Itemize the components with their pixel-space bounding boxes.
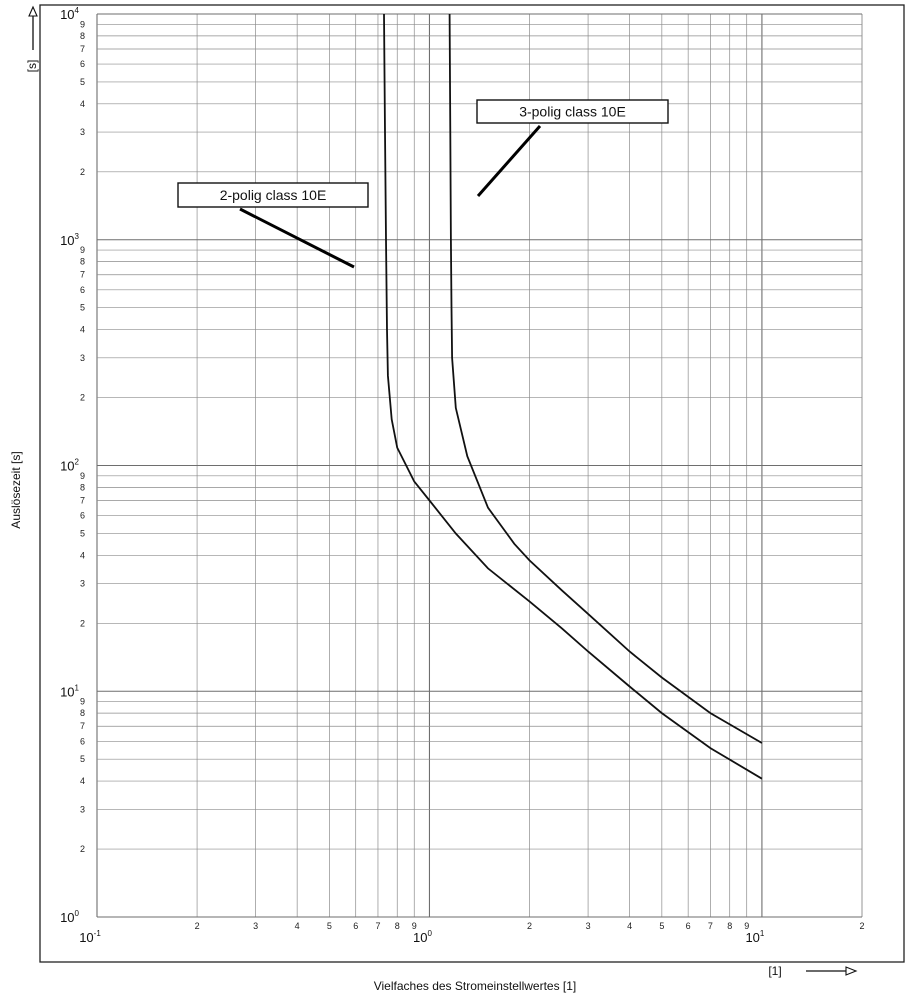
y-tick-label: 4 (80, 325, 85, 335)
y-tick-label: 3 (80, 353, 85, 363)
x-tick-label: 6 (686, 921, 691, 931)
y-tick-label: 9 (80, 471, 85, 481)
y-tick-label: 7 (80, 721, 85, 731)
y-decade-label: 100 (60, 909, 79, 925)
outer-frame (39, 4, 905, 963)
y-axis-arrow (28, 5, 38, 50)
y-tick-label: 6 (80, 736, 85, 746)
trip-curve-1 (383, 13, 763, 780)
curves (383, 13, 763, 780)
x-tick-label: 3 (253, 921, 258, 931)
y-decade-label: 101 (60, 683, 79, 699)
y-tick-label: 6 (80, 285, 85, 295)
y-tick-label: 2 (80, 393, 85, 403)
y-tick-label: 7 (80, 44, 85, 54)
y-tick-label: 7 (80, 495, 85, 505)
y-tick-label: 3 (80, 804, 85, 814)
y-tick-label: 8 (80, 708, 85, 718)
annotation-label: 2-polig class 10E (220, 187, 327, 203)
x-axis-title: Vielfaches des Stromeinstellwertes [1] (374, 979, 577, 993)
y-decade-label: 102 (60, 458, 79, 474)
y-tick-label: 7 (80, 270, 85, 280)
x-tick-label: 8 (395, 921, 400, 931)
y-tick-label: 8 (80, 31, 85, 41)
y-tick-label: 4 (80, 99, 85, 109)
y-tick-label: 2 (80, 618, 85, 628)
x-tick-label: 5 (327, 921, 332, 931)
y-tick-label: 8 (80, 257, 85, 267)
x-tick-label: 9 (744, 921, 749, 931)
y-tick-label: 6 (80, 511, 85, 521)
y-tick-label: 9 (80, 19, 85, 29)
x-tick-label: 2 (527, 921, 532, 931)
y-tick-label: 3 (80, 579, 85, 589)
y-tick-label: 5 (80, 528, 85, 538)
x-tick-label: 2 (859, 921, 864, 931)
x-tick-label: 6 (353, 921, 358, 931)
y-unit-label: [s] (25, 60, 39, 73)
y-tick-label: 3 (80, 127, 85, 137)
x-tick-label: 9 (412, 921, 417, 931)
annotation-pointer (476, 125, 542, 197)
x-tick-label: 4 (295, 921, 300, 931)
x-tick-label: 8 (727, 921, 732, 931)
grid (96, 13, 863, 918)
y-tick-label: 9 (80, 245, 85, 255)
y-tick-label: 6 (80, 59, 85, 69)
x-tick-label: 7 (708, 921, 713, 931)
annotation-pointer (239, 207, 355, 269)
y-tick-label: 4 (80, 776, 85, 786)
x-tick-label: 7 (375, 921, 380, 931)
x-tick-label: 2 (195, 921, 200, 931)
y-tick-label: 5 (80, 303, 85, 313)
x-decade-label: 10-1 (79, 929, 101, 945)
x-axis-arrow (806, 966, 858, 976)
y-tick-label: 2 (80, 844, 85, 854)
x-decade-label: 101 (745, 929, 764, 945)
x-unit-label: [1] (768, 964, 781, 978)
y-tick-label: 5 (80, 77, 85, 87)
y-tick-label: 4 (80, 550, 85, 560)
annotation-box (476, 99, 669, 124)
trip-curve-2 (448, 13, 763, 744)
annotation-label: 3-polig class 10E (519, 104, 626, 120)
annotations: 2-polig class 10E 3-polig class 10E (177, 99, 669, 269)
y-tick-label: 9 (80, 697, 85, 707)
annotation-box (177, 182, 369, 208)
y-decade-label: 104 (60, 6, 79, 22)
y-tick-label: 8 (80, 482, 85, 492)
y-tick-label: 2 (80, 167, 85, 177)
y-decade-label: 103 (60, 232, 79, 248)
x-decade-label: 100 (413, 929, 432, 945)
x-tick-label: 3 (586, 921, 591, 931)
y-tick-label: 5 (80, 754, 85, 764)
x-tick-label: 5 (659, 921, 664, 931)
x-tick-label: 4 (627, 921, 632, 931)
y-axis-title: Auslösezeit [s] (9, 451, 23, 528)
